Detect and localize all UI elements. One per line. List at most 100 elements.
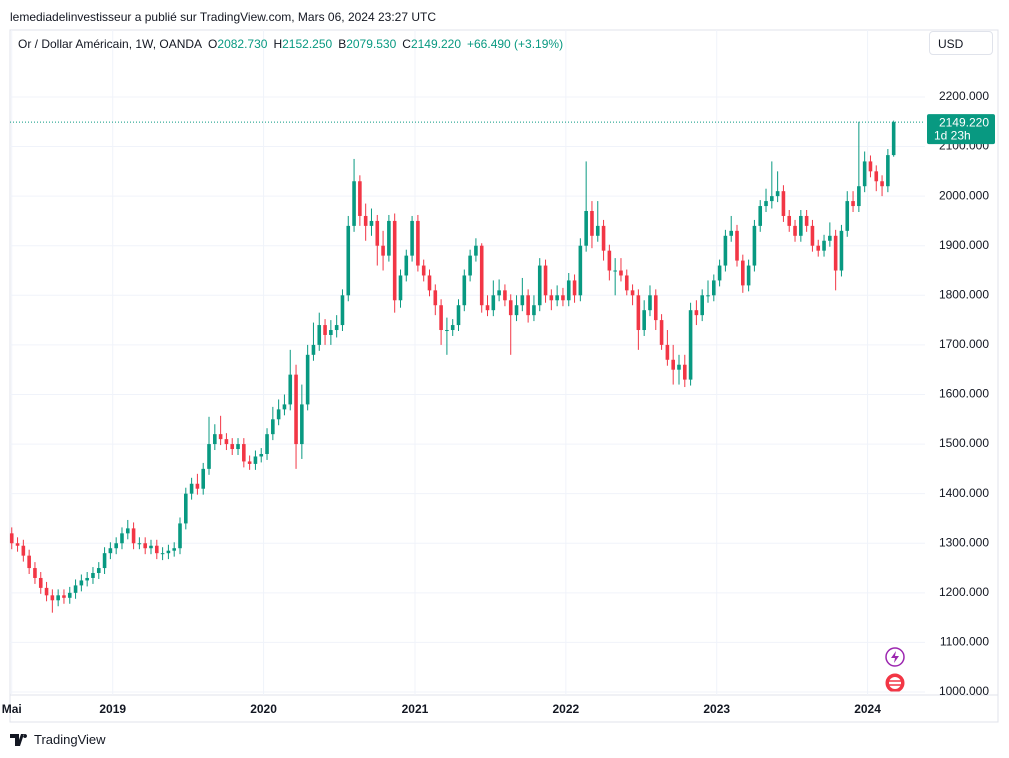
candle-body — [665, 344, 670, 360]
currency-button[interactable]: USD — [929, 31, 993, 55]
candle-body — [276, 409, 281, 420]
y-tick-label: 1200.000 — [939, 585, 989, 599]
candle-body — [468, 255, 472, 276]
candle-body — [543, 265, 548, 296]
candle-body — [537, 265, 542, 306]
change: +66.490 (+3.19%) — [467, 37, 564, 51]
candle-body — [520, 295, 525, 306]
candle-body — [485, 305, 490, 311]
legend-key: H — [273, 37, 283, 51]
candle-body — [410, 220, 414, 256]
x-tick-label: Mai — [2, 702, 22, 716]
footer: TradingView — [10, 732, 106, 747]
candle-body — [775, 191, 780, 197]
y-tick-label: 1900.000 — [939, 238, 989, 252]
x-tick-label: 2022 — [552, 702, 579, 716]
candle-body — [56, 595, 60, 601]
candle-body — [329, 330, 333, 335]
candle-body — [526, 295, 530, 316]
candle-body — [833, 235, 838, 271]
candle-body — [532, 305, 536, 316]
candle-body — [96, 568, 101, 574]
candle-body — [578, 245, 583, 296]
candle-body — [479, 245, 484, 306]
candle-body — [189, 483, 194, 494]
candle-body — [624, 275, 629, 291]
legend-item: H2152.250 — [273, 37, 332, 51]
candle-body — [804, 215, 809, 226]
candle-body — [253, 456, 258, 464]
candle-body — [195, 483, 200, 489]
candle-body — [822, 240, 826, 251]
symbol: Or / Dollar Américain, 1W, OANDA — [18, 37, 203, 51]
candle-body — [294, 374, 298, 445]
candle-body — [700, 295, 704, 316]
candle-body — [549, 295, 554, 301]
candle-body — [352, 181, 356, 226]
legend-key: B — [338, 37, 347, 51]
x-tick-label: 2021 — [402, 702, 429, 716]
candle-body — [851, 201, 855, 207]
candle-body — [207, 444, 211, 469]
candle-body — [33, 568, 37, 578]
lightning-glyph — [891, 651, 899, 663]
candle-body — [828, 235, 832, 241]
candle-body — [363, 215, 368, 226]
legend-value: 2082.730 — [217, 37, 268, 51]
candle-body — [566, 280, 571, 301]
candle-body — [787, 215, 792, 226]
candle-body — [416, 220, 420, 266]
candle-body — [184, 493, 188, 524]
candle-body — [712, 280, 716, 296]
candle-body — [677, 364, 681, 370]
candle-body — [642, 310, 646, 331]
indicator-icons — [885, 647, 905, 693]
candle-body — [305, 354, 310, 405]
legend-item: B2079.530 — [338, 37, 396, 51]
candle-body — [50, 595, 55, 601]
candle-body — [741, 260, 745, 286]
candle-body — [508, 300, 513, 316]
publisher-line: lemediadelinvestisseur a publié sur Trad… — [10, 10, 436, 24]
candle-body — [346, 225, 351, 296]
candle-body — [137, 543, 142, 545]
candle-body — [340, 295, 345, 326]
candle-body — [770, 196, 774, 202]
candle-body — [491, 295, 496, 311]
candle-body — [880, 181, 884, 187]
candle-body — [746, 265, 751, 286]
legend-item: C2149.220 — [402, 37, 461, 51]
y-tick-label: 2200.000 — [939, 89, 989, 103]
legend-item: O2082.730 — [208, 37, 267, 51]
y-tick-label: 1300.000 — [939, 535, 989, 549]
candle-body — [85, 577, 89, 581]
candle-body — [387, 220, 391, 256]
candle-body — [427, 275, 432, 291]
candle-body — [868, 161, 873, 172]
candle-body — [247, 461, 252, 464]
candle-body — [149, 545, 153, 549]
candle-body — [125, 528, 130, 534]
candle-body — [653, 295, 658, 321]
candle-body — [201, 468, 206, 489]
candle-body — [15, 543, 20, 546]
grid — [10, 30, 925, 695]
candle-body — [474, 245, 478, 256]
candle-body — [271, 419, 275, 435]
candle-body — [717, 265, 722, 281]
logo — [10, 733, 28, 746]
candle-body — [218, 434, 223, 440]
candle-body — [143, 543, 147, 549]
candle-body — [630, 290, 635, 296]
candle-body — [288, 374, 293, 405]
candle-body — [572, 280, 577, 296]
candle-body — [781, 191, 786, 216]
candle-body — [224, 439, 229, 445]
y-tick-label: 1000.000 — [939, 684, 989, 698]
candle-body — [607, 250, 612, 271]
candle-body — [497, 290, 501, 296]
candle-body — [764, 201, 768, 207]
candle-body — [816, 245, 821, 251]
candle-body — [242, 444, 246, 462]
